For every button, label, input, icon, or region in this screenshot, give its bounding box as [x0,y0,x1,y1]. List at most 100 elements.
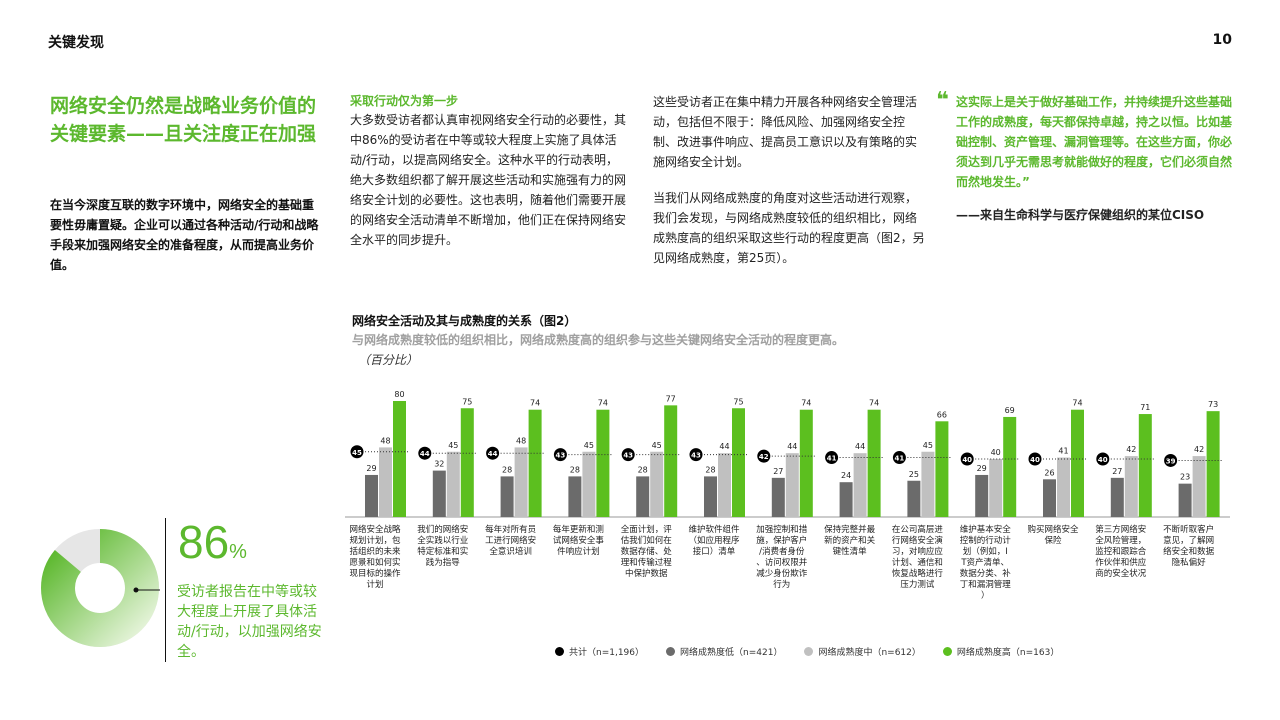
data-label: 27 [1112,467,1122,476]
bar [393,401,406,517]
headline: 网络安全仍然是战略业务价值的关键要素——且关注度正在加强 [50,95,317,145]
bar [664,405,678,517]
total-marker [1096,452,1110,466]
data-label: 28 [570,465,580,474]
column-2-paragraph-1: 这些受访者正在集中精力开展各种网络安全管理活动，包括但不限于：降低风险、加强网络… [653,95,918,169]
category-label: 规划计划，包 [349,535,401,546]
category-label: 愿景和如何实 [349,557,400,568]
bar [1124,456,1138,517]
category-label: 施，保护客户 [756,535,807,546]
column-1-heading: 采取行动仅为第一步 [350,94,459,108]
category-label: 括组织的未来 [349,546,401,557]
bar [704,476,717,517]
data-label: 71 [1140,403,1150,412]
data-label: 74 [801,399,811,408]
bar [596,409,610,517]
data-label: 73 [1208,400,1218,409]
legend-label-total: 共计（n=1,196） [569,648,645,658]
legend-item-mid: 网络成熟度中（n=612） [804,645,921,658]
category-label: 试网络安全事 [553,535,605,546]
bar [867,409,881,517]
bar [1057,457,1070,517]
category-label: 、访问权限并 [756,557,808,568]
data-label: 29 [977,464,987,473]
category-label: 行网络安全演 [892,535,944,546]
total-marker [689,448,703,462]
big-stat: 86% [178,514,247,570]
bar [1071,409,1084,517]
total-marker [825,451,839,465]
bar [379,447,392,517]
category-label: 络安全和数据 [1163,546,1215,557]
data-label: 48 [380,436,390,445]
total-label: 41 [895,455,905,463]
category-label: 商的安全状况 [1095,568,1147,579]
total-label: 42 [759,453,769,461]
category-label: 全风险管理， [1095,535,1146,546]
category-label: 每年对所有员 [485,524,536,535]
bar [1003,416,1017,517]
donut-value-arc [41,529,159,647]
category-label: T资产清单、 [960,557,1009,568]
category-label: /消费者身份 [759,546,805,557]
total-label: 43 [556,452,566,460]
category-label: 不断听取客户 [1163,524,1214,535]
category-label: 划（例如，I [963,546,1008,557]
data-label: 28 [638,465,648,474]
category-label: 工进行网络安 [485,535,536,546]
bar [1192,456,1206,517]
data-label: 66 [937,410,947,419]
bar [365,474,378,517]
data-label: 48 [516,436,526,445]
category-label: 作伙伴和供应 [1095,557,1147,568]
section-label: 关键发现 [48,35,104,51]
bar [650,451,664,517]
category-label: 件响应计划 [557,546,600,557]
column-2-paragraph-2: 当我们从网络成熟度的角度对这些活动进行观察，我们会发现，与网络成熟度较低的组织相… [653,191,925,265]
total-label: 43 [623,452,633,460]
data-label: 40 [991,448,1001,457]
data-label: 42 [1194,445,1204,454]
data-label: 69 [1005,406,1015,415]
category-label: 新的资产和关 [824,535,876,546]
bar [935,421,949,517]
category-label: 丁和漏洞管理 [960,579,1012,590]
data-label: 45 [448,441,458,450]
category-label: 特定标准和实 [417,546,468,557]
chart-subtitle: 与网络成熟度较低的组织相比，网络成熟度高的组织参与这些关键网络安全活动的程度更高… [352,333,845,347]
category-label: 维护基本安全 [960,524,1012,535]
bar [568,476,582,517]
total-marker [757,449,771,463]
bar [514,447,528,517]
total-label: 43 [691,452,701,460]
data-label: 27 [773,467,783,476]
intro-paragraph: 在当今深度互联的数字环境中，网络安全的基础重要性毋庸置疑。企业可以通过各种活动/… [50,198,319,272]
total-label: 40 [1030,456,1040,464]
category-label: 恢复战略进行 [892,568,944,579]
category-label: 每年更新和测 [553,524,604,535]
bar [500,476,514,517]
data-label: 44 [855,442,865,451]
category-label: 计划、通信和 [892,557,943,568]
category-label: 估我们如何在 [621,535,672,546]
category-label: 加强控制和措 [756,524,808,535]
total-marker [486,446,500,460]
category-label: 践为指导 [426,557,461,568]
big-stat-value: 86 [178,516,230,568]
category-label: 第三方网络安 [1095,524,1146,535]
column-1: 采取行动仅为第一步 大多数受访者都认真审视网络安全行动的必要性，其中86%的受访… [350,92,628,250]
data-label: 45 [652,441,662,450]
legend-item-total: 共计（n=1,196） [555,645,644,658]
total-marker [418,446,432,460]
divider-rule [165,518,166,662]
category-label: （如应用程序 [688,535,740,546]
category-label: 全实践以行业 [417,535,468,546]
category-label: 维护软件组件 [688,524,740,535]
category-label: 保险 [1044,535,1062,546]
category-label: 计划 [366,579,383,590]
data-label: 44 [787,442,797,451]
category-label: ） [981,590,990,601]
data-label: 74 [1072,399,1082,408]
data-label: 77 [666,394,676,403]
quote-mark-icon: ❝ [936,88,949,113]
